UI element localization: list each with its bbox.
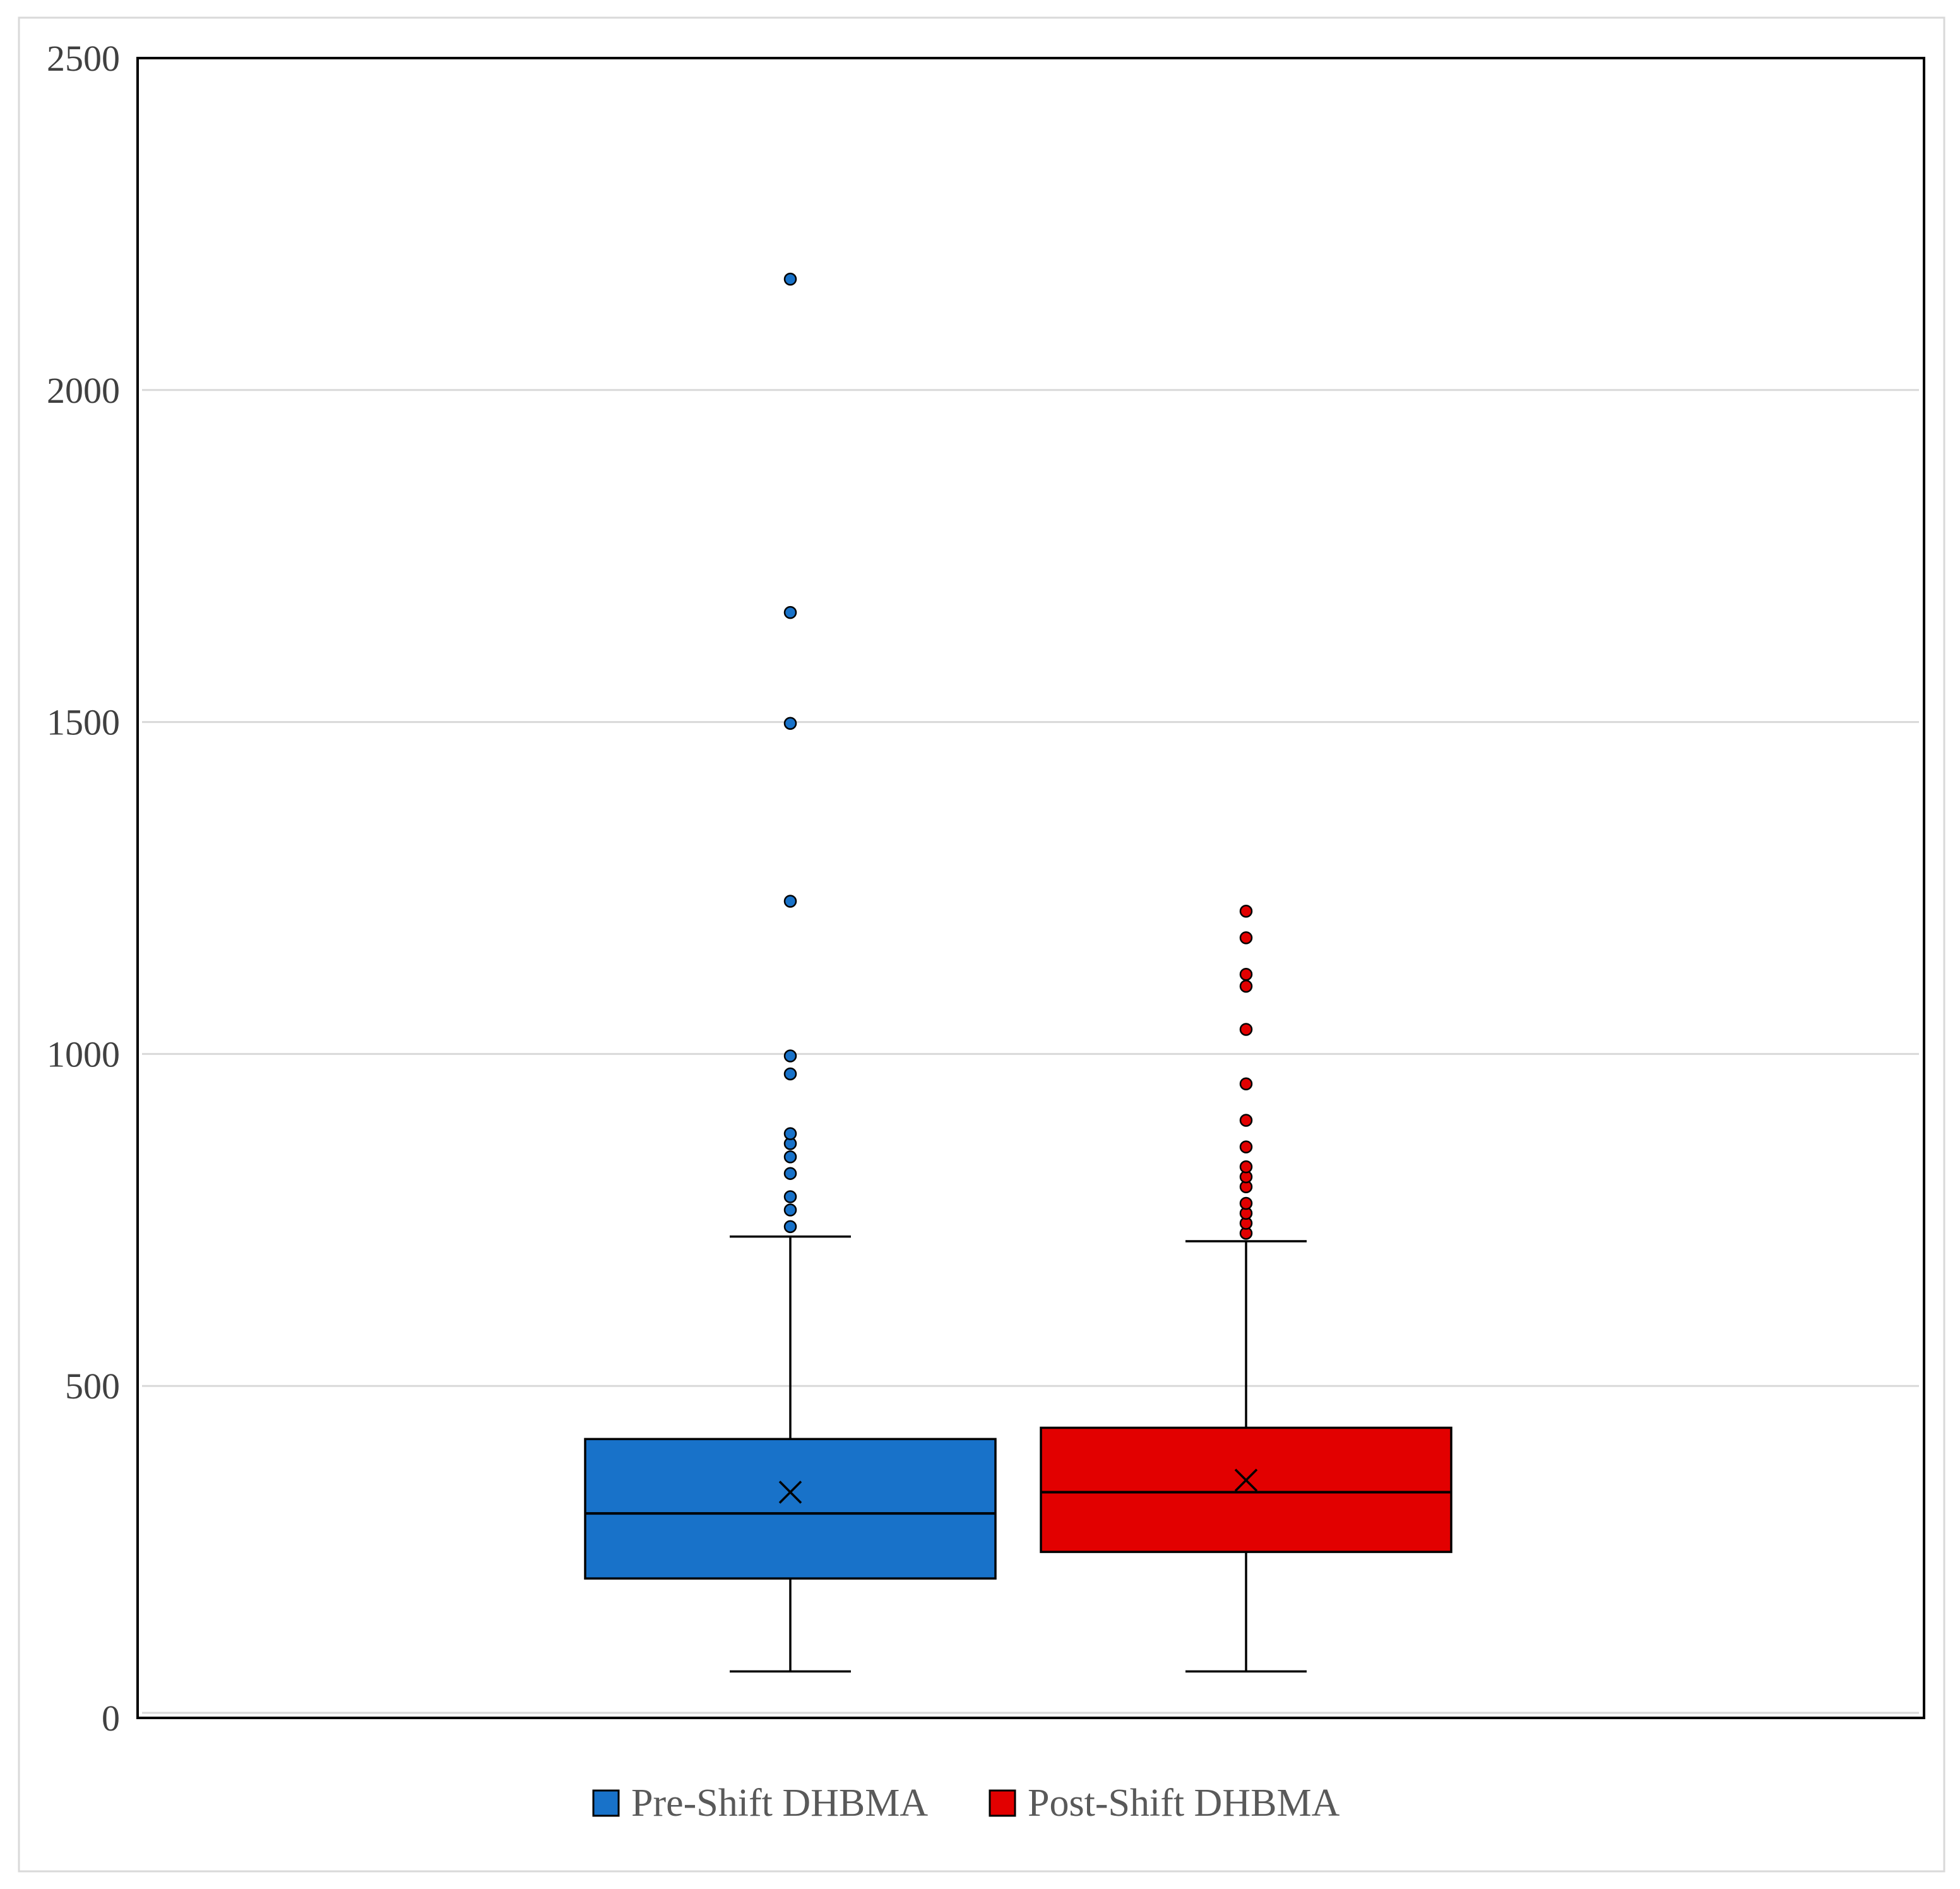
outlier-point: [783, 1049, 797, 1063]
outlier-point: [783, 1203, 797, 1217]
gridlines: [142, 389, 1919, 1714]
iqr-box: [584, 1438, 997, 1580]
outlier-point: [1239, 1140, 1253, 1153]
box-series: [584, 272, 1452, 1673]
legend-swatch: [989, 1789, 1016, 1817]
outlier-point: [783, 717, 797, 730]
y-tick-label: 1000: [47, 1034, 120, 1075]
outlier-point: [783, 895, 797, 908]
box-group: [584, 272, 997, 1673]
outlier-point: [1239, 1196, 1253, 1210]
y-tick-label: 1500: [47, 702, 120, 743]
legend: Pre-Shift DHBMA Post-Shift DHBMA: [592, 1782, 1340, 1825]
outlier-point: [783, 1190, 797, 1203]
y-tick-label: 2500: [47, 38, 120, 79]
legend-label: Pre-Shift DHBMA: [631, 1782, 928, 1825]
outlier-point: [1239, 905, 1253, 918]
outlier-point: [1239, 1077, 1253, 1090]
outlier-point: [783, 1067, 797, 1081]
y-tick-label: 2000: [47, 370, 120, 411]
y-tick-label: 0: [102, 1698, 120, 1739]
outlier-point: [1239, 979, 1253, 993]
y-axis-ticks: 0 500 1000 1500 2000 2500: [47, 38, 120, 1739]
mean-marker: [778, 1481, 802, 1504]
outlier-point: [1239, 931, 1253, 944]
outlier-point: [1239, 1023, 1253, 1036]
figure-frame: [18, 16, 1945, 1873]
outlier-point: [783, 1220, 797, 1234]
outlier-point: [783, 1127, 797, 1140]
legend-swatch: [592, 1789, 620, 1817]
plot-area-border: [136, 57, 1925, 1719]
outlier-point: [783, 1167, 797, 1180]
mean-marker: [1234, 1469, 1258, 1492]
outlier-point: [783, 272, 797, 286]
y-tick-label: 500: [65, 1366, 120, 1407]
iqr-box: [1040, 1426, 1452, 1553]
outlier-point: [1239, 1114, 1253, 1127]
outlier-point: [1239, 967, 1253, 981]
legend-label: Post-Shift DHBMA: [1028, 1782, 1340, 1825]
outlier-point: [783, 1150, 797, 1164]
outlier-point: [783, 605, 797, 619]
box-group: [1040, 905, 1452, 1673]
outlier-point: [1239, 1160, 1253, 1174]
